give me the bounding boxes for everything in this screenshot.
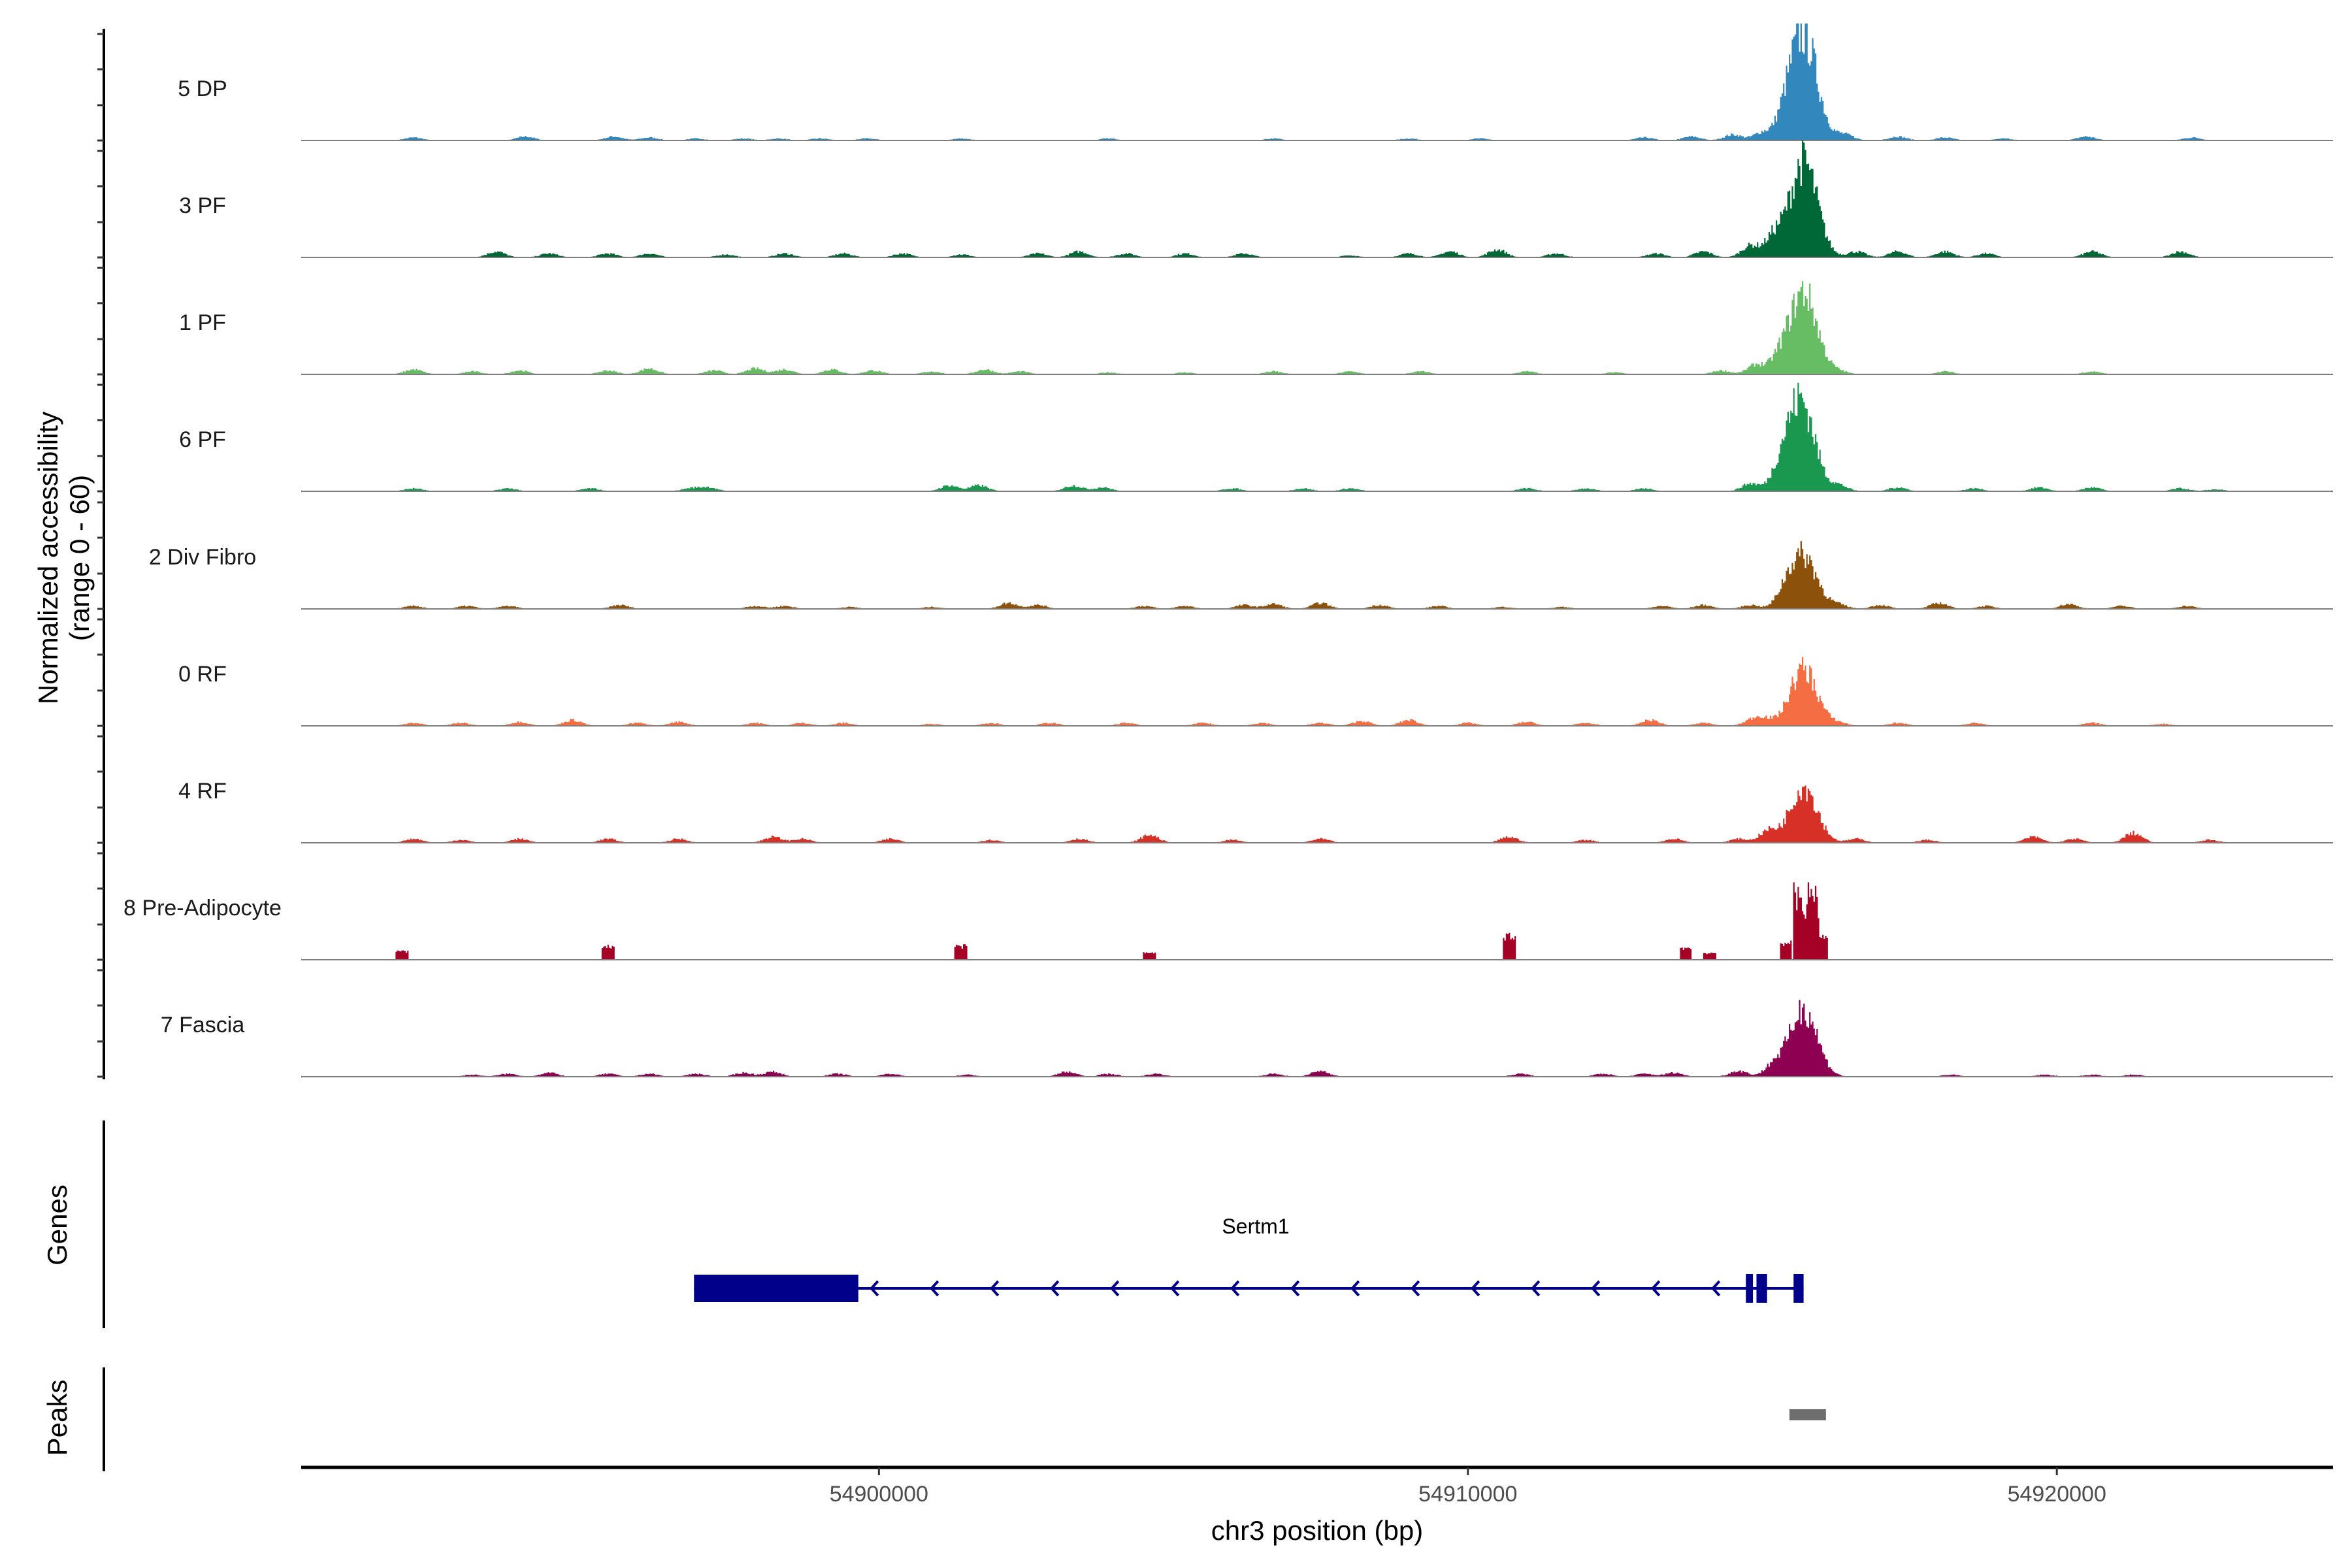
track-label: 2 Div Fibro — [149, 545, 256, 570]
strand-arrow-icon — [1290, 1280, 1300, 1297]
strand-arrow-icon — [1711, 1280, 1721, 1297]
coverage-tracks: 5 DP 3 PF 1 PF 6 PF 2 Div Fibro 0 RF 4 RF 8 Pre… — [97, 24, 2333, 1078]
gene-exon — [1756, 1274, 1767, 1303]
coverage-area — [301, 785, 2333, 843]
peak-region — [1789, 1409, 1826, 1420]
strand-arrow-icon — [1531, 1280, 1541, 1297]
track-0-rf: 0 RF — [97, 618, 2333, 727]
gene-exon — [1793, 1274, 1804, 1303]
coverage-area — [301, 382, 2333, 491]
strand-arrow-icon — [1411, 1280, 1420, 1297]
genes-panel-label: Genes — [42, 1184, 73, 1266]
coverage-area — [301, 541, 2333, 609]
y-axis-title-line1: Normalized accessibility — [33, 412, 63, 704]
strand-arrow-icon — [1350, 1280, 1360, 1297]
track-label: 5 DP — [178, 76, 227, 101]
gene-exon — [694, 1275, 858, 1302]
coverage-area — [301, 24, 2333, 140]
strand-arrow-icon — [1591, 1280, 1601, 1297]
strand-arrow-icon — [1471, 1280, 1480, 1297]
strand-arrow-icon — [1230, 1280, 1240, 1297]
track-label: 1 PF — [179, 310, 226, 335]
track-label: 6 PF — [179, 427, 226, 452]
coverage-area — [301, 882, 2333, 960]
track-label: 7 Fascia — [161, 1013, 245, 1037]
track-4-rf: 4 RF — [97, 735, 2333, 844]
track-5-dp: 5 DP — [97, 24, 2333, 142]
track-label: 0 RF — [178, 662, 227, 687]
strand-arrow-icon — [990, 1280, 1000, 1297]
x-tick-label: 54920000 — [2008, 1482, 2106, 1507]
peaks-panel-label: Peaks — [42, 1380, 73, 1456]
coverage-area — [301, 140, 2333, 257]
coverage-area — [301, 1000, 2333, 1077]
strand-arrow-icon — [930, 1280, 939, 1297]
gene-model[interactable] — [694, 1274, 1804, 1303]
track-label: 8 Pre-Adipocyte — [123, 896, 282, 921]
y-axis-title: Normalized accessibility (range 0 - 60) — [33, 412, 95, 704]
x-axis-title: chr3 position (bp) — [1211, 1515, 1424, 1546]
peak-annotation — [1789, 1409, 1826, 1420]
track-1-pf: 1 PF — [97, 267, 2333, 376]
strand-arrow-icon — [1651, 1280, 1661, 1297]
y-axis-title-line2: (range 0 - 60) — [64, 475, 95, 641]
track-label: 3 PF — [179, 193, 226, 218]
track-3-pf: 3 PF — [97, 140, 2333, 259]
track-2-div-fibro: 2 Div Fibro — [97, 501, 2333, 610]
strand-arrow-icon — [1170, 1280, 1180, 1297]
gene-annotation — [694, 1274, 1804, 1303]
track-8-pre-adipocyte: 8 Pre-Adipocyte — [97, 852, 2333, 961]
track-7-fascia: 7 Fascia — [97, 969, 2333, 1078]
gene-exon — [1746, 1274, 1754, 1303]
x-axis-ticks: 54900000 54910000 54920000 — [830, 1467, 2106, 1507]
coverage-area — [301, 657, 2333, 726]
strand-arrow-icon — [1110, 1280, 1120, 1297]
gene-label-sertm1: Sertm1 — [1222, 1215, 1289, 1238]
x-tick-label: 54910000 — [1418, 1482, 1517, 1507]
strand-arrow-icon — [870, 1280, 879, 1297]
x-tick-label: 54900000 — [830, 1482, 928, 1507]
track-6-pf: 6 PF — [97, 382, 2333, 493]
track-label: 4 RF — [178, 779, 227, 804]
coverage-area — [301, 281, 2333, 374]
strand-arrow-icon — [1050, 1280, 1060, 1297]
